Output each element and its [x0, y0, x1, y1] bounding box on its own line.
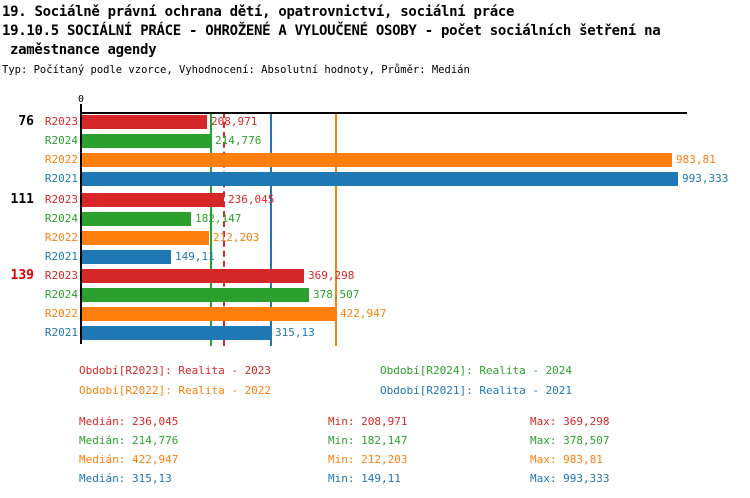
stat-median-R2022: Medián: 422,947: [79, 453, 179, 466]
bar-series-label-R2022: R2022: [44, 307, 78, 320]
report-indicator-title-line-2: zaměstnance agendy: [10, 42, 157, 58]
bar-series-label-R2023: R2023: [44, 115, 78, 128]
bar-value-label-139-R2023: 369,298: [308, 269, 355, 282]
stat-median-R2021: Medián: 315,13: [79, 472, 172, 485]
bar-76-R2021: [82, 172, 678, 186]
bar-111-R2022: [82, 231, 209, 245]
bar-139-R2022: [82, 307, 336, 321]
bar-139-R2024: [82, 288, 309, 302]
group-label-139: 139: [10, 268, 34, 283]
median-line-R2021: [270, 112, 272, 346]
bar-value-label-139-R2024: 378,507: [313, 288, 360, 301]
bar-series-label-R2023: R2023: [44, 269, 78, 282]
bar-139-R2023: [82, 269, 304, 283]
group-label-111: 111: [10, 192, 34, 207]
bar-value-label-76-R2021: 993,333: [682, 172, 729, 185]
bar-value-label-111-R2024: 182,147: [195, 212, 242, 225]
median-line-R2022: [335, 112, 337, 346]
stat-median-R2023: Medián: 236,045: [79, 415, 179, 428]
median-line-R2023: [223, 112, 225, 346]
bar-series-label-R2024: R2024: [44, 288, 78, 301]
bar-value-label-76-R2022: 983,81: [676, 153, 716, 166]
stat-max-R2022: Max: 983,81: [530, 453, 603, 466]
stat-max-R2024: Max: 378,507: [530, 434, 610, 447]
report-indicator-title-line-1: 19.10.5 SOCIÁLNÍ PRÁCE - OHROŽENÉ A VYLO…: [2, 23, 661, 39]
bar-value-label-111-R2023: 236,045: [228, 193, 275, 206]
bar-111-R2023: [82, 193, 224, 207]
bar-series-label-R2024: R2024: [44, 212, 78, 225]
group-label-76: 76: [18, 114, 34, 129]
bar-value-label-139-R2021: 315,13: [275, 326, 315, 339]
median-line-R2024: [210, 112, 212, 346]
bar-139-R2021: [82, 326, 271, 340]
bar-value-label-111-R2022: 212,203: [213, 231, 260, 244]
bar-series-label-R2021: R2021: [44, 172, 78, 185]
stat-median-R2024: Medián: 214,776: [79, 434, 179, 447]
bar-series-label-R2022: R2022: [44, 231, 78, 244]
legend-item-R2023: Období[R2023]: Realita - 2023: [79, 364, 272, 377]
bar-value-label-76-R2023: 208,971: [211, 115, 258, 128]
bar-series-label-R2021: R2021: [44, 250, 78, 263]
bar-chart: 0 76 R2023 208,971 R2024 214,776 R2022 983,81 R…: [0, 88, 750, 354]
bar-76-R2023: [82, 115, 207, 129]
stat-max-R2023: Max: 369,298: [530, 415, 610, 428]
bar-series-label-R2024: R2024: [44, 134, 78, 147]
report-meta-info: Typ: Počítaný podle vzorce, Vyhodnocení:…: [2, 64, 470, 76]
bar-111-R2024: [82, 212, 191, 226]
bar-value-label-111-R2021: 149,11: [175, 250, 215, 263]
legend-item-R2022: Období[R2022]: Realita - 2022: [79, 384, 272, 397]
stat-min-R2023: Min: 208,971: [328, 415, 408, 428]
stat-max-R2021: Max: 993,333: [530, 472, 610, 485]
stat-min-R2022: Min: 212,203: [328, 453, 408, 466]
legend-item-R2021: Období[R2021]: Realita - 2021: [380, 384, 573, 397]
bar-value-label-139-R2022: 422,947: [340, 307, 387, 320]
report-section-title: 19. Sociálně právní ochrana dětí, opatro…: [2, 4, 515, 20]
x-axis-line: [80, 112, 687, 114]
legend-item-R2024: Období[R2024]: Realita - 2024: [380, 364, 573, 377]
bar-series-label-R2021: R2021: [44, 326, 78, 339]
bar-76-R2022: [82, 153, 672, 167]
bar-76-R2024: [82, 134, 211, 148]
stat-min-R2021: Min: 149,11: [328, 472, 401, 485]
bar-series-label-R2023: R2023: [44, 193, 78, 206]
x-axis-zero-tick-label: 0: [77, 94, 85, 105]
bar-111-R2021: [82, 250, 171, 264]
bar-value-label-76-R2024: 214,776: [215, 134, 262, 147]
y-axis-line: [80, 104, 82, 344]
stat-min-R2024: Min: 182,147: [328, 434, 408, 447]
bar-series-label-R2022: R2022: [44, 153, 78, 166]
